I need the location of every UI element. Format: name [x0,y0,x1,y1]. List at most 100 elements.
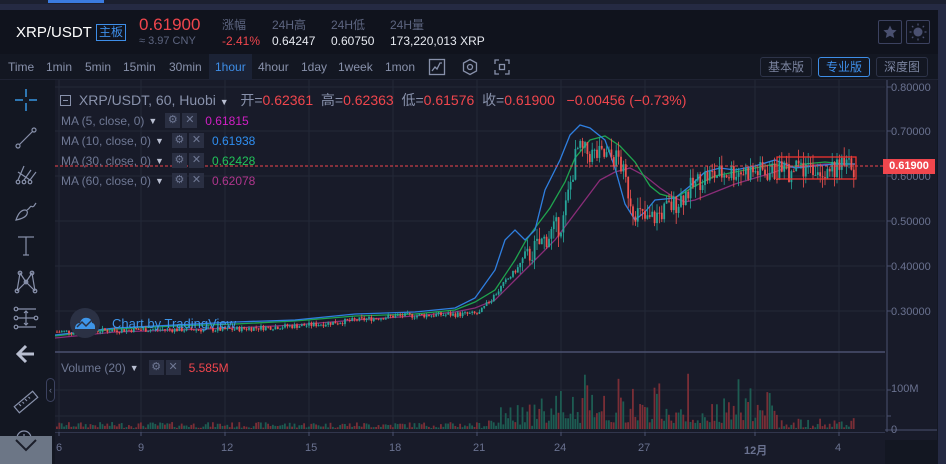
time-axis[interactable] [55,431,885,464]
pair-name: XRP/USDT [16,24,92,41]
trend-line-tool[interactable] [10,124,42,152]
pattern-tool[interactable] [10,268,42,296]
settings-hex-icon[interactable] [461,58,479,76]
crosshair-tool[interactable] [10,86,42,114]
indicator-chart-icon[interactable] [428,58,446,76]
timeframe-5min[interactable]: 5min [85,60,112,74]
pitchfork-tool[interactable] [10,160,42,188]
ruler-icon [13,390,39,414]
ma-value: 0.62428 [211,153,256,168]
caret-down-icon[interactable]: ▼ [155,175,164,186]
brush-tool[interactable] [10,196,42,224]
gear-icon[interactable]: ⚙ [165,113,181,128]
low-label: 低= [401,92,424,108]
ma-value: 0.61938 [211,133,256,148]
timeframe-time[interactable]: Time [8,60,35,74]
measure-lines-tool[interactable] [10,304,42,332]
collapse-legend-icon[interactable] [60,95,71,106]
gear-icon[interactable]: ⚙ [171,173,187,188]
timeframe-15min[interactable]: 15min [123,60,156,74]
scroll-down-button[interactable] [0,436,52,464]
close-icon[interactable]: ✕ [188,133,204,148]
stat-24h-low: 24H低 0.60750 [331,16,374,48]
pitchfork-icon [15,165,37,185]
caret-down-icon[interactable]: ▼ [148,115,158,126]
top-strip [0,0,946,10]
open-label: 开= [240,92,263,108]
stat-24h-high: 24H高 0.64247 [272,16,315,48]
sun-icon [909,23,927,41]
timeframe-1mon[interactable]: 1mon [385,60,416,74]
volume-label[interactable]: Volume (20) [61,360,126,375]
caret-down-icon[interactable]: ▼ [129,362,139,373]
tradingview-logo-icon [70,308,100,338]
stat-label: 24H量 [390,18,425,32]
ma-label[interactable]: MA (10, close, 0) [61,133,152,148]
volume-value: 5.585M [188,360,229,375]
ma-value: 0.62078 [211,173,256,188]
price-tick: 0.80000 [891,82,931,94]
timeframe-1day[interactable]: 1day [301,60,328,74]
caret-down-icon[interactable]: ▼ [155,155,164,166]
timeframe-30min[interactable]: 30min [169,60,202,74]
timeframe-1hour[interactable]: 1hour [209,54,252,80]
ma-label[interactable]: MA (30, close, 0) [61,153,152,168]
fullscreen-icon[interactable] [493,58,511,76]
chart-canvas[interactable] [54,80,885,432]
close-icon[interactable]: ✕ [165,360,181,375]
close-icon[interactable]: ✕ [188,153,204,168]
symbol-legend: XRP/USDT, 60, Huobi ▼ 开=0.62361 高=0.6236… [60,90,686,110]
price-tick: 0.60000 [891,171,931,183]
view-pro-button[interactable]: 专业版 [818,57,871,77]
board-tag: 主板 [96,24,127,41]
ma-60-legend: MA (60, close, 0) ▼ ⚙ ✕ 0.62078 [61,173,255,188]
stat-value: -2.41% [222,34,261,48]
time-tick: 21 [473,442,486,454]
candlesticks [56,137,855,336]
close-icon[interactable]: ✕ [182,113,198,128]
star-icon [883,25,897,38]
time-tick: 15 [305,442,318,454]
theme-toggle-button[interactable] [906,20,930,44]
price-tick: 0.70000 [891,126,931,138]
text-tool[interactable] [10,232,42,260]
price-axis[interactable] [55,80,937,440]
ma-label[interactable]: MA (60, close, 0) [61,173,152,188]
top-band [0,4,946,10]
low-value: 0.61576 [423,92,475,108]
timeframe-4hour[interactable]: 4hour [258,60,289,74]
current-price-label: 0.61900 [883,159,935,174]
crosshair-icon [15,89,37,111]
stat-label: 24H低 [331,18,366,32]
ma-value: 0.61815 [205,113,249,128]
stat-label: 24H高 [272,18,307,32]
tradingview-watermark[interactable]: Chart by TradingView [70,308,236,338]
ruler-tool[interactable] [10,388,42,416]
gear-icon[interactable]: ⚙ [148,360,164,375]
caret-down-icon[interactable]: ▼ [155,135,164,146]
ma-label[interactable]: MA (5, close, 0) [61,113,145,128]
market-header: XRP/USDT 主板 0.61900 ≈ 3.97 CNY 涨幅 -2.41%… [0,10,938,54]
gear-icon[interactable]: ⚙ [171,133,187,148]
view-basic-button[interactable]: 基本版 [760,57,813,77]
right-edge-bar [938,10,946,464]
view-depth-button[interactable]: 深度图 [876,57,929,77]
time-tick: 18 [389,442,402,454]
text-icon [18,236,34,256]
gear-icon[interactable]: ⚙ [171,153,187,168]
time-tick: 6 [56,442,63,454]
timeframe-1min[interactable]: 1min [46,60,73,74]
caret-down-icon[interactable]: ▼ [219,97,229,107]
close-icon[interactable]: ✕ [188,173,204,188]
volume-tick: 0 [891,424,898,436]
collapse-toolbar-button[interactable]: ‹ [46,378,55,402]
favorite-button[interactable] [878,20,902,44]
time-tick: 9 [138,442,145,454]
timeframe-1week[interactable]: 1week [338,60,373,74]
high-label: 高= [320,92,344,108]
back-button[interactable] [10,340,42,368]
pattern-icon [14,270,38,294]
symbol-title[interactable]: XRP/USDT, 60, Huobi [78,92,216,108]
price-tick: 0.50000 [891,216,931,228]
measure-lines-icon [13,306,39,330]
